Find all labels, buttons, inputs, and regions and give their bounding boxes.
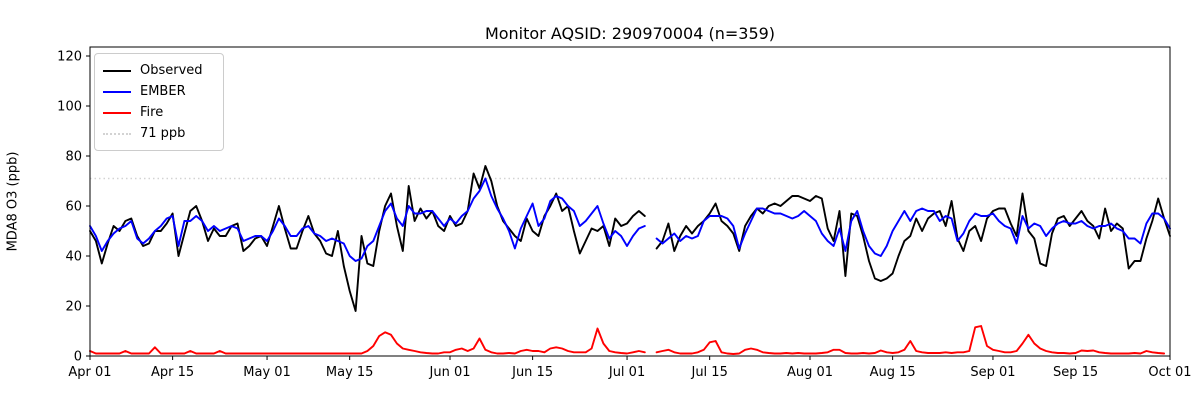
legend-entry-threshold: 71 ppb: [103, 123, 213, 144]
y-tick-label: 20: [65, 300, 82, 315]
legend: Observed EMBER Fire 71 ppb: [94, 53, 224, 151]
x-tick-label: Jun 15: [511, 365, 553, 380]
x-tick-label: May 15: [326, 365, 374, 380]
y-axis-label: MDA8 O3 (ppb): [5, 151, 21, 252]
series-line-fire: [655, 325, 1166, 355]
series-line-observed: [655, 192, 1171, 282]
legend-label-fire: Fire: [140, 105, 164, 120]
x-tick-label: Apr 01: [68, 365, 111, 380]
legend-entry-ember: EMBER: [103, 81, 213, 102]
ember-line-sample: [103, 90, 131, 93]
y-tick-label: 40: [65, 250, 82, 265]
legend-label-observed: Observed: [140, 63, 203, 78]
y-tick-label: 100: [57, 100, 82, 115]
y-tick-label: 120: [57, 50, 82, 65]
observed-line-sample: [103, 69, 131, 72]
threshold-line-sample: [103, 132, 131, 135]
legend-entry-fire: Fire: [103, 102, 213, 123]
x-tick-label: Sep 01: [970, 365, 1015, 380]
x-tick-label: Aug 15: [870, 365, 916, 380]
legend-label-ember: EMBER: [140, 84, 186, 99]
fire-line-sample: [103, 111, 131, 114]
y-tick-label: 80: [65, 150, 82, 165]
x-tick-label: Jul 15: [690, 365, 727, 380]
series-line-observed: [89, 165, 646, 312]
x-tick-label: Oct 01: [1148, 365, 1191, 380]
x-tick-label: Apr 15: [151, 365, 194, 380]
axes-frame: [89, 46, 1171, 357]
x-tick-label: Jul 01: [608, 365, 645, 380]
y-tick-label: 0: [74, 350, 82, 365]
series-line-fire: [89, 327, 646, 355]
series-line-ember: [655, 207, 1171, 257]
legend-label-threshold: 71 ppb: [140, 126, 186, 141]
y-tick-label: 60: [65, 200, 82, 215]
series-line-ember: [89, 177, 646, 262]
x-tick-label: Sep 15: [1053, 365, 1098, 380]
x-tick-label: Aug 01: [787, 365, 833, 380]
legend-entry-observed: Observed: [103, 60, 213, 81]
x-tick-label: May 01: [243, 365, 291, 380]
x-tick-label: Jun 01: [429, 365, 471, 380]
chart-title: Monitor AQSID: 290970004 (n=359): [484, 24, 776, 43]
